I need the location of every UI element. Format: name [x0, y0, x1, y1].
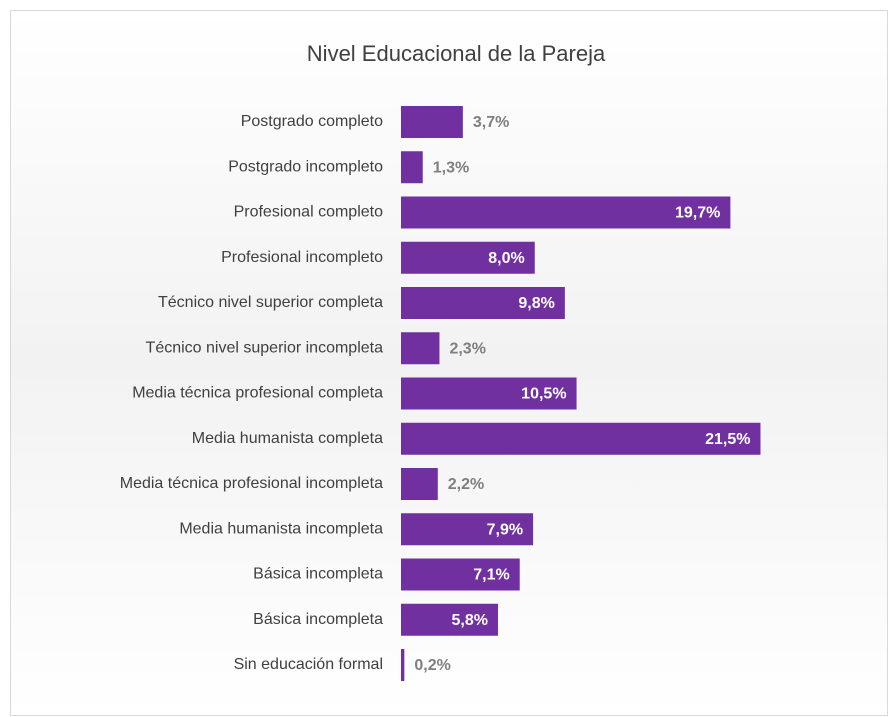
bar — [401, 513, 534, 546]
category-label: Postgrado incompleto — [228, 158, 383, 175]
value-label: 9,8% — [518, 295, 554, 312]
value-label: 10,5% — [521, 386, 566, 403]
bar — [401, 196, 731, 229]
category-label: Técnico nivel superior completa — [158, 294, 383, 311]
category-label: Profesional completo — [234, 204, 384, 221]
chart-title: Nivel Educacional de la Pareja — [307, 41, 606, 66]
bar — [401, 287, 565, 319]
category-label: Media técnica profesional completa — [132, 385, 383, 402]
value-label: 3,7% — [473, 114, 509, 131]
value-label: 2,2% — [448, 476, 484, 493]
value-label: 8,0% — [488, 250, 524, 267]
category-label: Básica incompleta — [253, 566, 383, 583]
value-label: 2,3% — [449, 340, 485, 357]
value-label: 0,2% — [414, 657, 450, 674]
category-label: Media humanista completa — [192, 430, 383, 447]
category-label: Profesional incompleto — [221, 249, 383, 266]
category-label: Media técnica profesional incompleta — [120, 475, 383, 492]
bar — [401, 603, 498, 636]
bar — [401, 558, 520, 591]
bar — [401, 241, 535, 274]
bar — [401, 106, 463, 138]
bar — [401, 649, 405, 681]
bar — [401, 332, 440, 365]
value-label: 7,9% — [487, 521, 523, 538]
bar — [401, 468, 438, 500]
value-label: 19,7% — [675, 205, 720, 222]
category-label: Postgrado completo — [241, 113, 383, 130]
value-label: 7,1% — [473, 567, 509, 584]
bar — [401, 422, 761, 455]
category-label: Técnico nivel superior incompleta — [146, 339, 384, 356]
category-label: Sin educación formal — [234, 656, 383, 673]
value-label: 21,5% — [705, 431, 750, 448]
category-label: Media humanista incompleta — [179, 520, 383, 537]
category-label: Básica incompleta — [253, 611, 383, 628]
bar — [401, 151, 423, 184]
value-label: 5,8% — [452, 612, 488, 629]
bar — [401, 377, 577, 410]
value-label: 1,3% — [433, 159, 469, 176]
